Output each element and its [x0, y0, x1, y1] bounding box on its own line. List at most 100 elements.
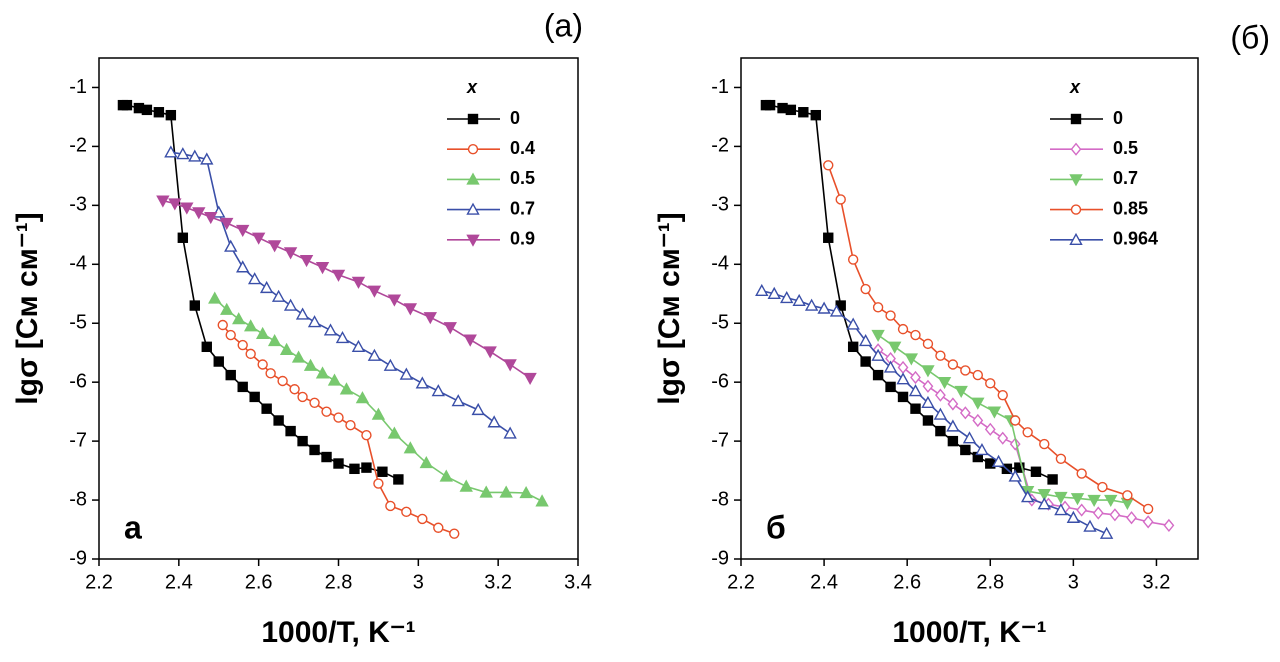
data-point: [871, 348, 885, 361]
x-tick-label: 2.8: [325, 571, 353, 593]
data-point: [121, 99, 133, 111]
data-point: [780, 290, 794, 304]
y-tick-label: -1: [69, 76, 87, 98]
data-point: [1076, 503, 1088, 517]
data-point: [872, 302, 884, 313]
data-point: [1099, 526, 1114, 539]
data-point: [764, 99, 776, 111]
data-point: [295, 307, 310, 320]
data-point: [297, 435, 308, 447]
data-point: [975, 443, 989, 456]
legend-label: 0.5: [510, 168, 535, 188]
y-tick-label: -8: [711, 488, 729, 510]
data-point: [897, 323, 909, 335]
data-point: [947, 435, 959, 447]
data-point: [237, 339, 248, 351]
data-point: [431, 384, 445, 397]
data-point: [897, 360, 909, 375]
data-point: [237, 381, 248, 393]
data-point: [1047, 474, 1058, 485]
data-point: [487, 415, 501, 428]
data-point: [331, 269, 346, 282]
data-point: [373, 478, 384, 489]
data-point: [387, 426, 402, 439]
data-point: [285, 425, 296, 437]
data-point: [985, 378, 996, 389]
data-point: [1087, 494, 1101, 508]
legend-marker: [467, 113, 479, 125]
x-tick-label: 3.4: [564, 571, 592, 593]
data-point: [255, 326, 270, 340]
data-point: [463, 334, 477, 347]
data-point: [267, 240, 282, 253]
y-tick-label: -9: [711, 547, 729, 569]
data-point: [419, 455, 434, 469]
data-point: [236, 260, 250, 273]
data-point: [1008, 469, 1022, 482]
x-tick-label: 2.8: [976, 571, 1004, 593]
y-tick-label: -3: [69, 194, 87, 216]
data-point: [823, 232, 834, 243]
data-point: [858, 333, 873, 347]
data-point: [423, 312, 437, 325]
data-point: [971, 397, 985, 410]
data-point: [351, 276, 366, 289]
data-point: [935, 350, 946, 361]
data-point: [192, 207, 206, 220]
data-point: [220, 217, 234, 230]
corner-label: а: [124, 509, 142, 545]
data-point: [277, 375, 288, 387]
data-point: [499, 485, 513, 498]
data-point: [810, 109, 821, 121]
data-point: [377, 466, 388, 477]
legend-label: 0.5: [1113, 138, 1138, 158]
data-point: [960, 365, 971, 376]
data-point: [443, 322, 457, 335]
legend-label: 0.4: [510, 138, 535, 158]
data-point: [188, 149, 202, 162]
data-point: [361, 462, 372, 473]
data-point: [351, 339, 366, 353]
y-tick-label: -4: [711, 253, 729, 275]
data-point: [1092, 506, 1104, 520]
data-point: [355, 391, 370, 404]
data-point: [1010, 415, 1021, 426]
y-tick-label: -2: [69, 135, 87, 157]
data-point: [180, 202, 194, 215]
legend-title: x: [466, 77, 478, 97]
data-point: [997, 431, 1009, 445]
data-point: [908, 384, 923, 397]
data-point: [403, 441, 418, 454]
data-point: [835, 194, 846, 205]
data-point: [265, 368, 276, 379]
data-point: [960, 444, 971, 456]
data-point: [897, 391, 909, 403]
data-point: [307, 315, 322, 328]
data-point: [283, 298, 298, 311]
data-point: [417, 513, 428, 525]
legend-label: 0.9: [510, 229, 535, 249]
data-point: [1097, 481, 1108, 493]
data-point: [189, 300, 201, 311]
x-tick-label: 3: [1068, 571, 1079, 593]
data-point: [321, 406, 332, 417]
legend-marker: [466, 234, 480, 247]
data-point: [200, 152, 214, 165]
data-point: [156, 195, 170, 208]
y-tick-label: -6: [69, 370, 87, 392]
data-point: [224, 239, 238, 252]
data-point: [309, 397, 320, 409]
data-point: [503, 359, 517, 372]
data-point: [847, 254, 859, 265]
data-point: [201, 341, 212, 353]
data-point: [333, 412, 344, 423]
data-point: [535, 494, 549, 507]
data-point: [335, 331, 350, 344]
data-point: [471, 402, 485, 416]
data-point: [345, 420, 356, 431]
data-point: [904, 353, 919, 366]
legend-label: 0: [510, 108, 520, 128]
data-point: [393, 474, 404, 485]
y-tick-label: -5: [711, 312, 729, 334]
data-point: [232, 312, 246, 325]
